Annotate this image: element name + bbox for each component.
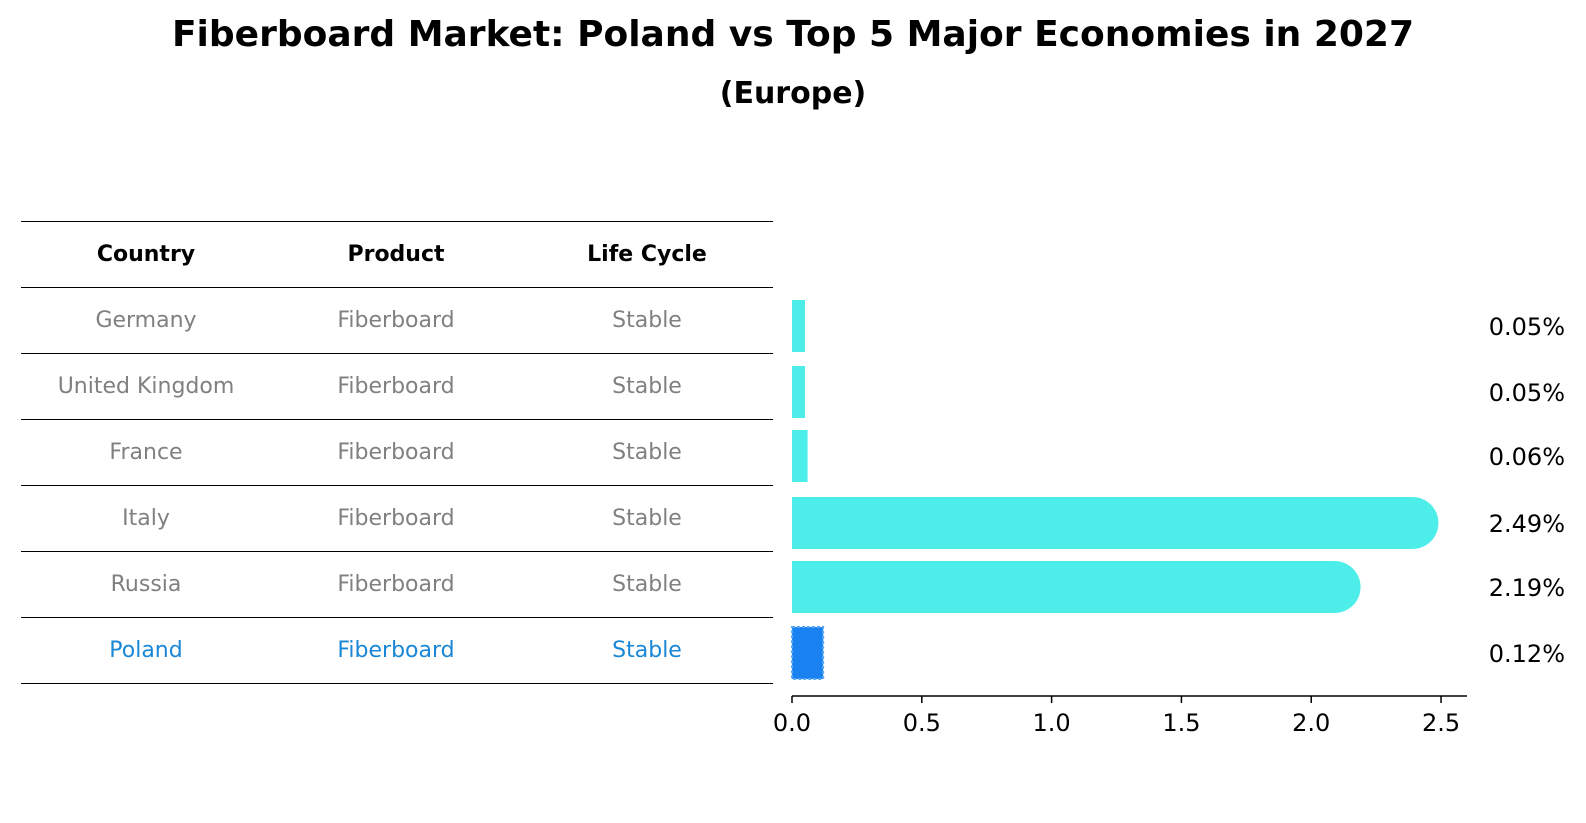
table-row: United Kingdom Fiberboard Stable <box>21 353 773 420</box>
cell-product: Fiberboard <box>271 287 521 354</box>
cell-product: Fiberboard <box>271 485 521 552</box>
cell-life-cycle: Stable <box>521 419 773 486</box>
x-tick-label: 2.0 <box>1292 709 1330 737</box>
cell-product: Fiberboard <box>271 617 521 684</box>
cell-product: Fiberboard <box>271 419 521 486</box>
cell-country: Germany <box>21 287 271 354</box>
data-label: 2.19% <box>1489 574 1565 602</box>
bar-united-kingdom <box>792 366 805 418</box>
cell-country: France <box>21 419 271 486</box>
x-tick-label: 2.5 <box>1422 709 1460 737</box>
cell-product: Fiberboard <box>271 353 521 420</box>
cell-life-cycle: Stable <box>521 353 773 420</box>
x-tick-label: 1.5 <box>1162 709 1200 737</box>
bar-germany <box>792 300 805 352</box>
bar-italy <box>792 497 1439 549</box>
table-row: Russia Fiberboard Stable <box>21 551 773 618</box>
x-tick-label: 0.0 <box>773 709 811 737</box>
cell-country: Russia <box>21 551 271 618</box>
data-label: 0.05% <box>1489 379 1565 407</box>
page-subtitle: (Europe) <box>719 76 867 111</box>
country-table: Country Product Life Cycle Germany Fiber… <box>21 221 773 684</box>
data-label: 0.05% <box>1489 313 1565 341</box>
column-header-product: Product <box>271 221 521 288</box>
cell-life-cycle: Stable <box>521 485 773 552</box>
cell-country: Poland <box>21 617 271 684</box>
table-row: Germany Fiberboard Stable <box>21 287 773 354</box>
x-tick-label: 1.0 <box>1033 709 1071 737</box>
bar-russia <box>792 561 1361 613</box>
bar-poland <box>791 626 825 680</box>
cell-country: Italy <box>21 485 271 552</box>
data-label: 0.06% <box>1489 443 1565 471</box>
cell-life-cycle: Stable <box>521 287 773 354</box>
cell-life-cycle: Stable <box>521 551 773 618</box>
table-row: Italy Fiberboard Stable <box>21 485 773 552</box>
data-label: 2.49% <box>1489 510 1565 538</box>
x-tick-label: 0.5 <box>903 709 941 737</box>
bar-france <box>792 430 808 482</box>
table-row-highlighted: Poland Fiberboard Stable <box>21 617 773 684</box>
page-title: Fiberboard Market: Poland vs Top 5 Major… <box>171 14 1415 55</box>
cell-country: United Kingdom <box>21 353 271 420</box>
table-header-row: Country Product Life Cycle <box>21 221 773 288</box>
cell-product: Fiberboard <box>271 551 521 618</box>
column-header-life-cycle: Life Cycle <box>521 221 773 288</box>
data-label: 0.12% <box>1489 640 1565 668</box>
column-header-country: Country <box>21 221 271 288</box>
table-row: France Fiberboard Stable <box>21 419 773 486</box>
cell-life-cycle: Stable <box>521 617 773 684</box>
